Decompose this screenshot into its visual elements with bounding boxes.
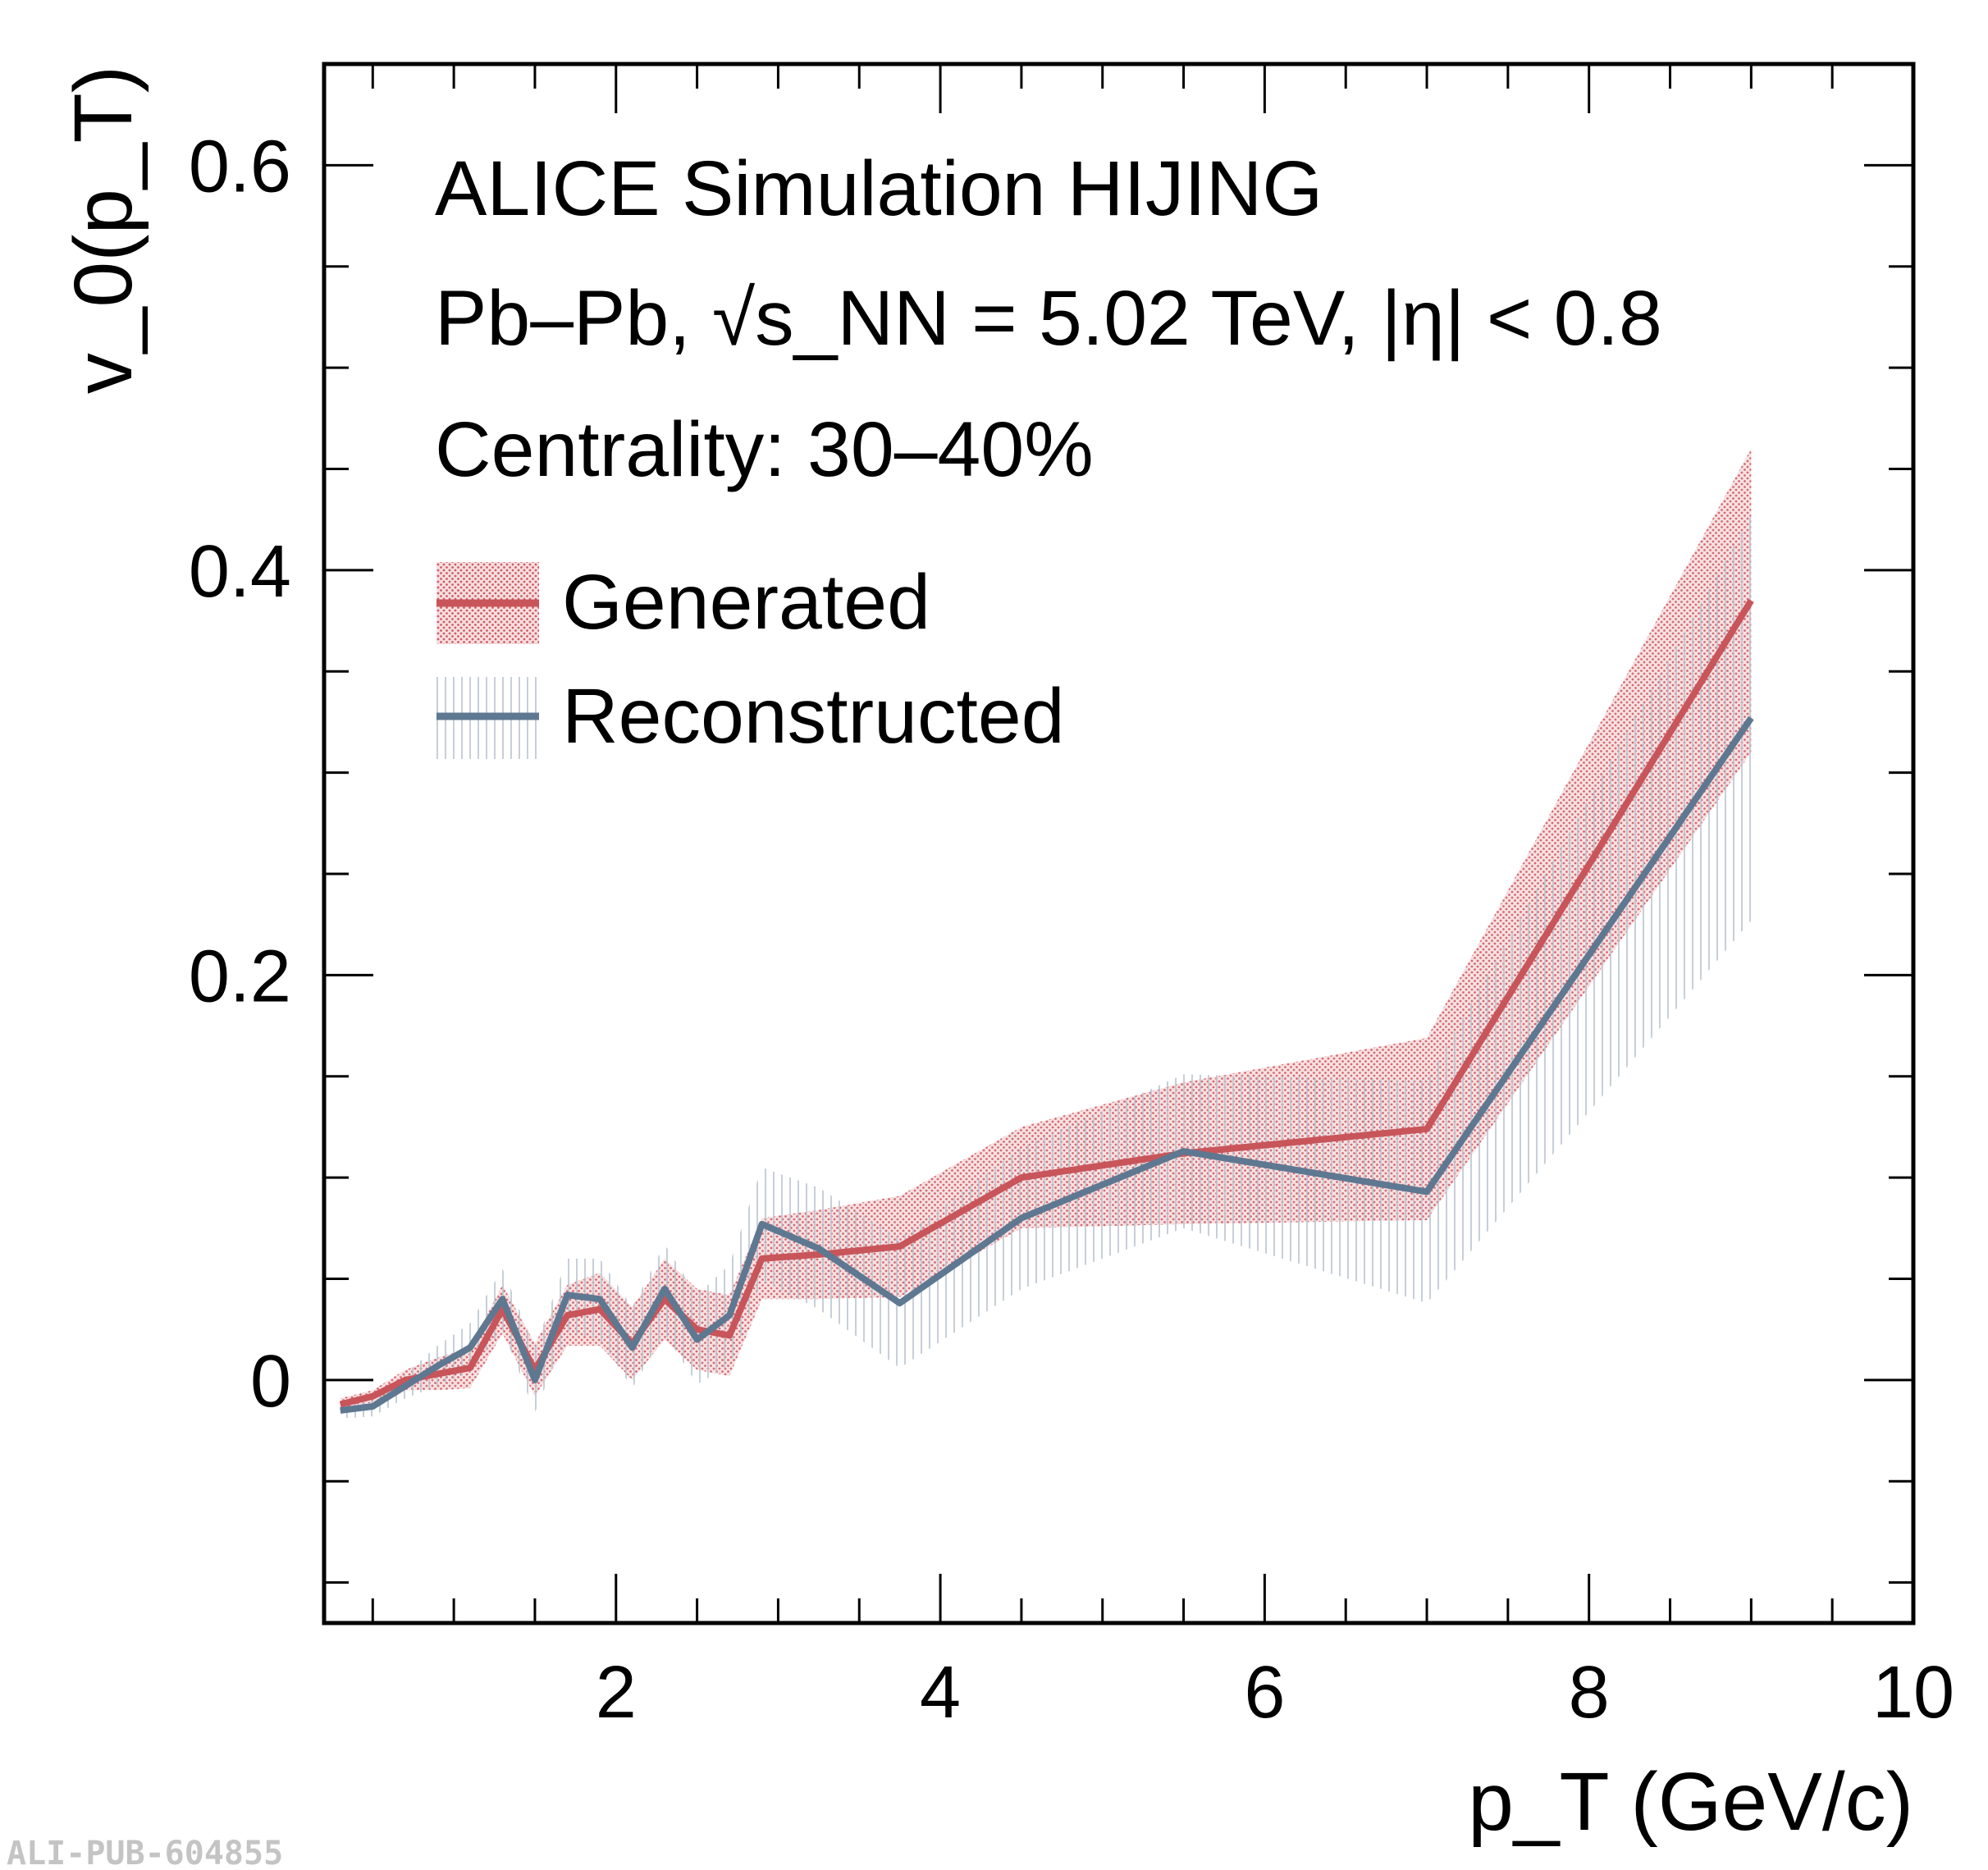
annotation-centrality: Centrality: 30–40% bbox=[435, 406, 1094, 493]
y-tick-label: 0.2 bbox=[189, 935, 291, 1017]
y-tick-label: 0.6 bbox=[189, 126, 291, 208]
x-tick-label: 10 bbox=[1872, 1652, 1954, 1734]
series-line-reconstructed bbox=[340, 716, 1754, 1414]
tick-labels: 2 4 6 8 10 0 0.2 0.4 0.6 bbox=[189, 126, 1954, 1734]
plot-frame bbox=[322, 62, 1916, 1625]
series-lines bbox=[339, 598, 1754, 1414]
error-band-reconstructed bbox=[340, 515, 1752, 1419]
x-tick-label: 6 bbox=[1244, 1652, 1285, 1734]
legend: Generated Reconstructed bbox=[436, 559, 1065, 760]
x-axis-title: p_T (GeV/c) bbox=[1468, 1756, 1913, 1848]
y-tick-label: 0.4 bbox=[189, 531, 291, 613]
error-bands bbox=[340, 448, 1752, 1419]
y-axis-title: v_0(p_T) bbox=[57, 66, 149, 394]
x-tick-label: 2 bbox=[596, 1652, 637, 1734]
annotation-collision: Pb–Pb, √s_NN = 5.02 TeV, |η| < 0.8 bbox=[435, 275, 1662, 362]
x-tick-label: 8 bbox=[1569, 1652, 1610, 1734]
watermark: ALI-PUB-604855 bbox=[7, 1835, 283, 1870]
x-tick-label: 4 bbox=[920, 1652, 961, 1734]
legend-reconstructed-label: Reconstructed bbox=[562, 673, 1065, 760]
y-tick-label: 0 bbox=[250, 1341, 291, 1423]
annotation-experiment: ALICE Simulation HIJING bbox=[435, 145, 1323, 232]
annotation-collision-text: Pb–Pb, √s_NN = 5.02 TeV, |η| < 0.8 bbox=[435, 275, 1662, 362]
legend-generated-label: Generated bbox=[562, 559, 930, 646]
